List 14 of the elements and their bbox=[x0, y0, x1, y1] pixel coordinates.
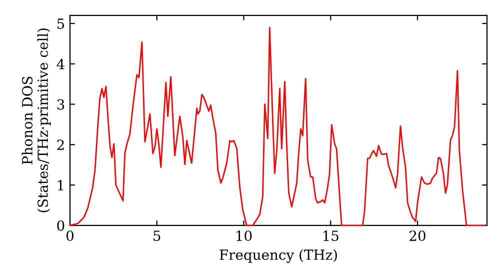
x-axis-title: Frequency (THz) bbox=[220, 249, 337, 263]
y-tick-label: 4 bbox=[56, 58, 64, 70]
y-tick-label: 5 bbox=[57, 18, 64, 29]
x-tick-label: 10 bbox=[236, 230, 252, 242]
y-tick-label: 1 bbox=[58, 180, 64, 190]
x-tick-label: 0 bbox=[66, 230, 74, 242]
x-tick-label: 15 bbox=[323, 230, 338, 242]
line-series bbox=[69, 26, 486, 226]
x-tick-label: 20 bbox=[410, 230, 426, 242]
y-tick-label: 2 bbox=[57, 140, 64, 150]
x-tick-label: 5 bbox=[154, 230, 160, 242]
y-tick-label: 0 bbox=[57, 220, 64, 231]
y-tick-label: 3 bbox=[57, 99, 64, 110]
y-axis-title: Phonon DOS (States/THz·primitive cell) bbox=[22, 28, 51, 212]
